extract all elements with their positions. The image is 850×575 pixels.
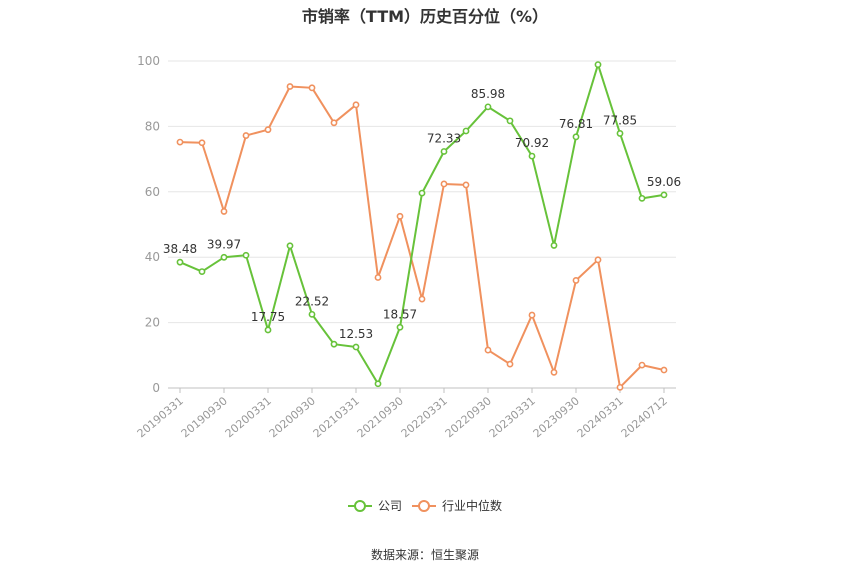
data-point[interactable] <box>198 139 206 147</box>
x-tick-label: 20230331 <box>487 394 538 440</box>
x-tick-label: 20200331 <box>223 394 274 440</box>
data-point[interactable] <box>572 277 580 284</box>
data-point[interactable] <box>220 253 228 261</box>
x-tick-label: 20210930 <box>355 394 406 440</box>
series-line <box>179 63 665 385</box>
y-tick-label: 60 <box>145 185 160 199</box>
data-point[interactable] <box>462 127 470 135</box>
data-point[interactable] <box>220 208 228 215</box>
x-tick-label: 20240712 <box>619 394 670 440</box>
data-point[interactable] <box>506 117 514 125</box>
data-label: 77.85 <box>603 113 637 127</box>
data-point[interactable] <box>352 343 360 351</box>
data-label: 22.52 <box>295 294 329 308</box>
data-point[interactable] <box>198 268 206 275</box>
data-label: 72.33 <box>427 131 461 145</box>
legend-marker-icon <box>418 500 430 512</box>
x-tick-label: 20220331 <box>399 394 450 440</box>
data-point[interactable] <box>374 380 382 388</box>
x-tick-label: 20190930 <box>179 394 230 440</box>
series-company <box>176 61 668 388</box>
data-point[interactable] <box>352 101 360 109</box>
plot-area <box>176 61 668 391</box>
data-point[interactable] <box>176 138 184 146</box>
data-label: 17.75 <box>251 310 285 324</box>
data-point[interactable] <box>550 242 558 249</box>
data-point[interactable] <box>594 61 602 68</box>
data-point[interactable] <box>418 189 426 197</box>
gridlines <box>168 60 676 389</box>
data-point[interactable] <box>462 181 470 189</box>
data-point[interactable] <box>264 326 272 334</box>
x-tick-label: 20220930 <box>443 394 494 440</box>
data-point[interactable] <box>638 361 646 369</box>
data-point[interactable] <box>396 323 404 331</box>
data-point[interactable] <box>660 366 668 374</box>
x-tick-label: 20230930 <box>531 394 582 440</box>
legend-label: 行业中位数 <box>442 498 502 513</box>
source-note: 数据来源：恒生聚源 <box>371 547 479 562</box>
chart-title: 市销率（TTM）历史百分位（%） <box>302 7 548 26</box>
y-tick-label: 80 <box>145 119 160 133</box>
series-industry-median <box>176 83 668 391</box>
data-label: 12.53 <box>339 327 373 341</box>
y-tick-label: 100 <box>137 54 160 68</box>
data-point[interactable] <box>506 360 514 368</box>
data-label: 70.92 <box>515 136 549 150</box>
legend-marker-icon <box>354 500 366 512</box>
data-point[interactable] <box>616 130 624 137</box>
data-point[interactable] <box>660 191 668 199</box>
legend[interactable]: 公司 行业中位数 <box>348 498 502 513</box>
data-label: 39.97 <box>207 237 241 251</box>
data-point[interactable] <box>330 340 338 348</box>
data-label: 38.48 <box>163 242 197 256</box>
data-point[interactable] <box>616 383 624 391</box>
data-point[interactable] <box>396 212 404 220</box>
x-tick-label: 20240331 <box>575 394 626 440</box>
data-point[interactable] <box>308 84 316 92</box>
data-point[interactable] <box>440 148 448 155</box>
y-tick-label: 40 <box>145 250 160 264</box>
data-point[interactable] <box>286 242 294 250</box>
data-point[interactable] <box>440 180 448 188</box>
data-point[interactable] <box>264 126 272 134</box>
x-tick-label: 20210331 <box>311 394 362 440</box>
data-point[interactable] <box>638 194 646 202</box>
x-axis: 2019033120190930202003312020093020210331… <box>135 388 670 440</box>
y-tick-label: 0 <box>152 381 160 395</box>
x-tick-label: 20200930 <box>267 394 318 440</box>
data-point[interactable] <box>286 83 294 90</box>
data-point[interactable] <box>550 368 558 376</box>
data-point[interactable] <box>528 311 536 319</box>
legend-label: 公司 <box>378 499 402 513</box>
data-point[interactable] <box>528 152 536 160</box>
data-point[interactable] <box>176 258 184 266</box>
data-point[interactable] <box>594 256 602 264</box>
data-point[interactable] <box>330 119 338 127</box>
data-label: 59.06 <box>647 175 681 189</box>
legend-item-company[interactable]: 公司 <box>348 499 402 513</box>
data-point[interactable] <box>242 251 250 259</box>
data-label: 18.57 <box>383 307 417 321</box>
data-labels: 38.48 39.97 17.75 22.52 12.53 18.57 72.33 85.98… <box>163 87 681 341</box>
data-label: 76.81 <box>559 117 593 131</box>
data-point[interactable] <box>572 133 580 141</box>
data-point[interactable] <box>308 310 316 318</box>
data-point[interactable] <box>242 132 250 139</box>
data-point[interactable] <box>484 346 492 354</box>
series-line <box>179 85 665 389</box>
data-point[interactable] <box>418 295 426 303</box>
y-axis: 0 20 40 60 80 100 <box>137 54 160 395</box>
data-label: 85.98 <box>471 87 505 101</box>
data-point[interactable] <box>374 274 382 281</box>
x-tick-label: 20190331 <box>135 394 186 440</box>
data-point[interactable] <box>484 103 492 111</box>
legend-item-industry-median[interactable]: 行业中位数 <box>412 498 502 513</box>
y-tick-label: 20 <box>145 316 160 330</box>
